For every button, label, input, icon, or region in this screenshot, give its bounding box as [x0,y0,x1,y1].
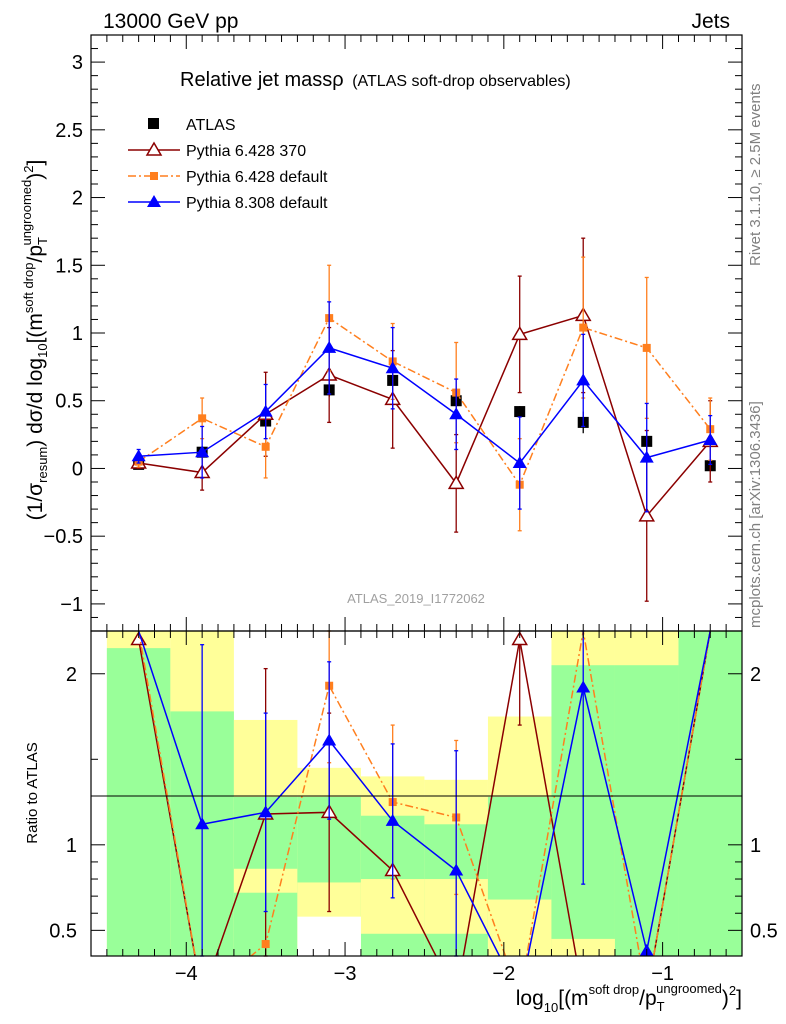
y-tick-label: −1 [60,594,83,616]
ratio-band-inner [106,648,171,956]
pythia-8-308-default-point [258,404,273,417]
legend-label-pythia8: Pythia 8.308 default [186,195,328,212]
x-tick-label: −4 [175,963,198,985]
ratio-y-tick-label-right: 0.5 [750,920,778,942]
y-tick-label: 2 [72,188,83,210]
pythia-8-308-default-line [138,347,711,465]
pythia-6-428-default-point [579,323,588,332]
pythia-6-428-default-point [261,442,270,451]
main-y-axis-label: (1/σresum) dσ/d log10[(msoft drop/pTungr… [19,160,50,521]
x-tick-label: −1 [651,963,674,985]
pythia-8-308-default-point [449,407,464,420]
legend-label-atlas: ATLAS [186,117,236,134]
x-axis-label: log10[(msoft drop/pTungroomed)2] [516,981,742,1015]
pythia-8-308-default-point [639,450,654,463]
y-tick-label: 1.5 [55,255,83,277]
y-tick-label: 0.5 [55,391,83,413]
y-tick-label: 2.5 [55,120,83,142]
ratio-pythia-6-428-default-line [137,631,711,956]
ratio-band-inner [678,631,742,956]
main-series-group [130,237,719,602]
analysis-watermark: ATLAS_2019_I1772062 [347,591,485,606]
axis-ticks [90,35,742,956]
pythia-6-428-370-line [138,314,711,518]
pythia-8-308-default-point [512,456,527,469]
legend-marker-pythia8 [147,195,161,207]
y-tick-label: 0 [72,458,83,480]
title-sub: (ATLAS soft-drop observables) [352,73,570,90]
ratio-pythia-6-428-370-line [137,631,711,956]
ratio-y-tick-label-left: 1 [66,835,77,857]
ratio-band-outer-gap [487,899,552,956]
ratio-pythia-8-308-default-point [322,733,337,746]
mcplots-source-text: mcplots.cern.ch [arXiv:1306.3436] [747,401,764,628]
pythia-8-308-default-point [322,340,337,353]
pythia-8-308-default-point [195,445,210,458]
ratio-pythia-6-428-370-point [511,631,529,646]
pythia-6-428-370-point [447,474,465,490]
pythia-6-428-default-line [138,316,711,487]
ratio-pythia-8-308-default-line [137,631,711,956]
y-tick-label: 1 [72,323,83,345]
atlas-point [514,406,526,418]
pythia-6-428-370-point [511,325,529,341]
ratio-y-tick-label-right: 2 [750,664,761,686]
x-tick-label: −3 [334,963,357,985]
ratio-pythia-8-308-default-point [385,813,400,826]
ratio-y-axis-label: Ratio to ATLAS [24,742,41,843]
pythia-8-308-default-point [703,433,718,446]
x-tick-label: −2 [492,963,515,985]
ratio-pythia-8-308-default-point [195,817,210,830]
pythia-8-308-default-point [385,361,400,374]
legend-marker-pythia6-default [150,172,158,180]
pythia-8-308-default-point [576,373,591,386]
y-tick-label: 3 [72,52,83,74]
title-main: Relative jet massρ [180,69,344,91]
rivet-version-text: Rivet 3.1.10, ≥ 2.5M events [747,84,764,267]
pythia-6-428-default-point [198,414,207,423]
ratio-pythia-8-308-default-point [258,805,273,818]
legend-marker-atlas [148,118,159,129]
ratio-y-tick-label-left: 2 [66,664,77,686]
ratio-series-group [130,630,711,957]
legend-label-pythia6-370: Pythia 6.428 370 [186,143,306,160]
ratio-pythia-8-308-default-point [576,680,591,693]
header-right-text: Jets [691,10,730,33]
ratio-band-inner [614,665,679,956]
ratio-pythia-8-308-default-point [449,863,464,876]
axis-tick-labels: −4 −3 −2 −1 −1 −0.5 0 0.5 1 1.5 2 2.5 3 0.5 0.5 1 1 2 2 [44,52,778,985]
y-tick-label: −0.5 [44,526,83,548]
pythia-6-428-default-point [642,343,651,352]
ratio-y-tick-label-right: 1 [750,835,761,857]
ratio-y-tick-label-left: 0.5 [49,920,77,942]
legend: ATLAS Pythia 6.428 370 Pythia 6.428 defa… [128,117,328,212]
pythia-6-428-370-point [638,507,656,522]
header-left-text: 13000 GeV pp [103,10,238,33]
ratio-plot-frame [90,630,743,957]
legend-marker-pythia6-370 [145,141,163,156]
pythia-8-308-default-point [131,449,146,462]
ratio-pythia-6-428-default-point [261,940,270,949]
legend-label-pythia6-default: Pythia 6.428 default [186,169,328,186]
chart-title: Relative jet massρ (ATLAS soft-drop obse… [180,69,571,91]
